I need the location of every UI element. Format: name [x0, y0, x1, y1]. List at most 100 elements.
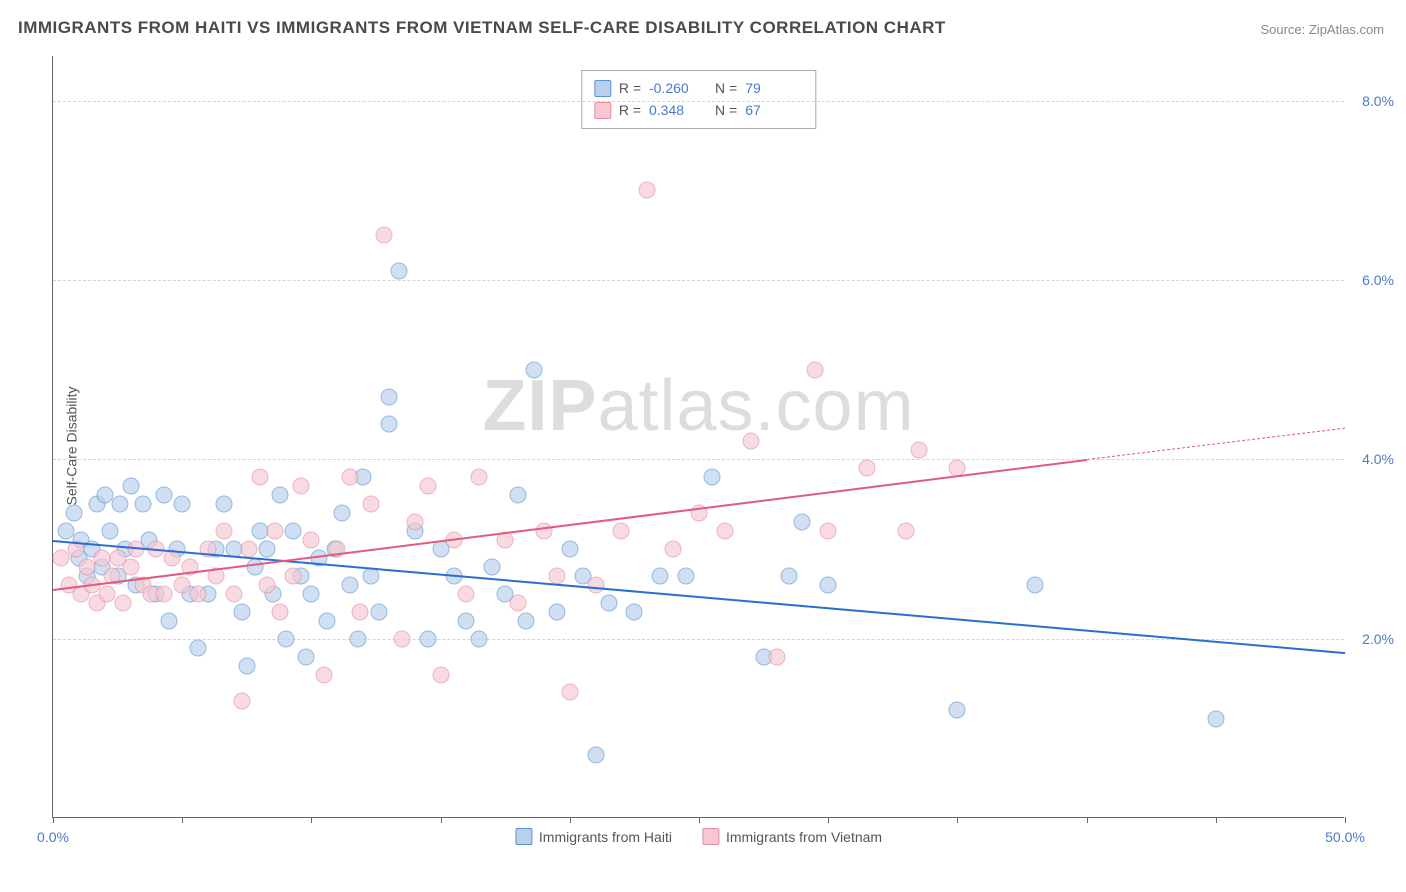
x-tick [311, 817, 312, 823]
legend-swatch [594, 102, 611, 119]
scatter-point-haiti [318, 612, 335, 629]
scatter-point-vietnam [742, 433, 759, 450]
scatter-point-vietnam [910, 442, 927, 459]
scatter-point-vietnam [272, 603, 289, 620]
scatter-point-haiti [458, 612, 475, 629]
scatter-point-vietnam [52, 550, 69, 567]
scatter-point-haiti [259, 541, 276, 558]
scatter-point-vietnam [406, 514, 423, 531]
y-tick-label: 8.0% [1362, 93, 1394, 109]
scatter-point-vietnam [716, 523, 733, 540]
legend-item: Immigrants from Vietnam [702, 828, 882, 845]
scatter-point-haiti [548, 603, 565, 620]
r-value: -0.260 [649, 77, 707, 99]
x-tick [1345, 817, 1346, 823]
x-tick [570, 817, 571, 823]
scatter-point-vietnam [510, 594, 527, 611]
gridline [53, 459, 1344, 460]
scatter-point-vietnam [807, 361, 824, 378]
scatter-point-haiti [471, 630, 488, 647]
scatter-point-vietnam [259, 576, 276, 593]
scatter-point-haiti [101, 523, 118, 540]
scatter-point-haiti [380, 415, 397, 432]
scatter-point-haiti [238, 657, 255, 674]
scatter-point-haiti [781, 567, 798, 584]
scatter-point-haiti [1026, 576, 1043, 593]
scatter-point-haiti [246, 558, 263, 575]
y-tick-label: 2.0% [1362, 631, 1394, 647]
correlation-legend: R =-0.260N =79R =0.348N =67 [581, 70, 816, 129]
scatter-point-haiti [57, 523, 74, 540]
x-tick [53, 817, 54, 823]
scatter-point-haiti [678, 567, 695, 584]
scatter-point-haiti [233, 603, 250, 620]
scatter-point-vietnam [215, 523, 232, 540]
scatter-point-haiti [349, 630, 366, 647]
x-tick-label: 0.0% [37, 829, 69, 845]
legend-label: Immigrants from Haiti [539, 829, 672, 845]
x-tick [182, 817, 183, 823]
x-tick [957, 817, 958, 823]
r-label: R = [619, 77, 641, 99]
scatter-point-haiti [303, 585, 320, 602]
scatter-point-haiti [135, 496, 152, 513]
scatter-point-haiti [600, 594, 617, 611]
scatter-point-vietnam [316, 666, 333, 683]
scatter-point-vietnam [362, 496, 379, 513]
scatter-point-haiti [251, 523, 268, 540]
legend-swatch [702, 828, 719, 845]
scatter-point-haiti [820, 576, 837, 593]
scatter-point-haiti [626, 603, 643, 620]
chart-title: IMMIGRANTS FROM HAITI VS IMMIGRANTS FROM… [18, 18, 946, 38]
legend-swatch [594, 80, 611, 97]
scatter-point-vietnam [897, 523, 914, 540]
scatter-point-haiti [949, 702, 966, 719]
trend-line-haiti [53, 540, 1345, 654]
scatter-point-vietnam [94, 550, 111, 567]
scatter-point-vietnam [820, 523, 837, 540]
x-tick [1087, 817, 1088, 823]
trend-extrapolation-vietnam [1087, 428, 1346, 460]
scatter-point-vietnam [665, 541, 682, 558]
scatter-point-haiti [272, 487, 289, 504]
scatter-point-vietnam [189, 585, 206, 602]
n-value: 67 [745, 99, 803, 121]
scatter-point-vietnam [548, 567, 565, 584]
legend-label: Immigrants from Vietnam [726, 829, 882, 845]
scatter-point-vietnam [768, 648, 785, 665]
scatter-point-haiti [215, 496, 232, 513]
scatter-point-haiti [342, 576, 359, 593]
scatter-point-haiti [380, 388, 397, 405]
scatter-point-haiti [587, 747, 604, 764]
r-label: R = [619, 99, 641, 121]
scatter-point-vietnam [561, 684, 578, 701]
y-tick-label: 4.0% [1362, 451, 1394, 467]
scatter-point-haiti [156, 487, 173, 504]
scatter-point-haiti [517, 612, 534, 629]
scatter-point-vietnam [535, 523, 552, 540]
scatter-point-haiti [189, 639, 206, 656]
scatter-point-haiti [703, 469, 720, 486]
scatter-point-haiti [652, 567, 669, 584]
x-tick [828, 817, 829, 823]
scatter-point-vietnam [432, 666, 449, 683]
scatter-point-vietnam [639, 182, 656, 199]
watermark: ZIPatlas.com [482, 365, 914, 447]
scatter-point-vietnam [419, 478, 436, 495]
scatter-point-haiti [112, 496, 129, 513]
x-tick [1216, 817, 1217, 823]
scatter-point-haiti [65, 505, 82, 522]
scatter-point-haiti [561, 541, 578, 558]
scatter-point-vietnam [587, 576, 604, 593]
scatter-point-haiti [122, 478, 139, 495]
scatter-point-vietnam [352, 603, 369, 620]
scatter-point-haiti [298, 648, 315, 665]
legend-swatch [515, 828, 532, 845]
scatter-point-vietnam [375, 227, 392, 244]
scatter-point-vietnam [858, 460, 875, 477]
scatter-point-haiti [794, 514, 811, 531]
scatter-point-vietnam [156, 585, 173, 602]
gridline [53, 101, 1344, 102]
scatter-point-vietnam [78, 558, 95, 575]
legend-item: Immigrants from Haiti [515, 828, 672, 845]
